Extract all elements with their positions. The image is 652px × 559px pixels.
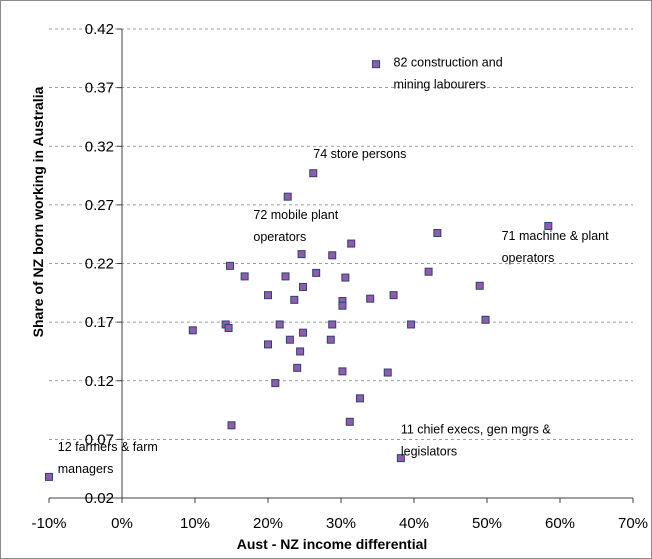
data-point	[347, 239, 356, 248]
data-point	[481, 315, 490, 324]
annotation-label: 11 chief execs, gen mgrs &	[401, 423, 552, 437]
data-point	[297, 250, 306, 259]
y-tick-label: 0.07	[85, 431, 114, 448]
annotation-label: operators	[502, 251, 555, 265]
data-point	[383, 368, 392, 377]
data-point	[309, 169, 318, 178]
x-axis-title: Aust - NZ income differential	[237, 536, 428, 552]
annotation-label: managers	[58, 462, 114, 476]
data-point	[285, 335, 294, 344]
annotation-label: 82 construction and	[394, 56, 503, 70]
data-point	[338, 301, 347, 310]
y-tick-label: 0.12	[85, 373, 114, 390]
data-point	[396, 454, 405, 463]
annotation-label: mining labourers	[394, 78, 486, 92]
x-tick-label: 30%	[326, 515, 356, 532]
data-point	[475, 281, 484, 290]
data-point	[264, 291, 272, 300]
y-tick-label: 0.02	[85, 490, 114, 507]
x-tick-label: 40%	[399, 515, 429, 532]
data-point	[326, 335, 335, 344]
y-tick-label: 0.37	[85, 80, 114, 97]
data-point	[224, 323, 233, 332]
axes	[48, 28, 634, 503]
data-point	[372, 60, 381, 69]
data-point	[366, 294, 375, 303]
data-point	[226, 261, 235, 270]
x-tick-labels: -10% 0% 10% 20% 30% 40% 50% 60% 70%	[31, 515, 648, 532]
data-point	[290, 295, 299, 304]
gridlines	[49, 28, 633, 440]
data-point	[188, 326, 197, 335]
annotation-label: legislators	[401, 445, 457, 459]
x-tick-label: -10%	[31, 515, 66, 532]
annotation-label: 12 farmers & farm	[58, 440, 158, 454]
data-point	[345, 417, 354, 426]
y-tick-label: 0.32	[85, 138, 114, 155]
annotation-label: 74 store persons	[313, 147, 406, 161]
data-point	[271, 379, 280, 388]
data-point	[389, 291, 398, 300]
x-tick-label: 70%	[618, 515, 648, 532]
data-point	[424, 267, 433, 276]
data-point	[264, 340, 272, 349]
data-point	[45, 472, 53, 481]
data-point	[299, 328, 308, 337]
data-point	[341, 273, 350, 282]
y-tick-label: 0.42	[85, 21, 114, 38]
y-tick-labels: 0.02 0.07 0.12 0.17 0.22 0.27 0.32 0.37 0.42	[85, 21, 114, 507]
annotation-label: operators	[253, 230, 306, 244]
x-tick-label: 10%	[180, 515, 210, 532]
y-tick-label: 0.17	[85, 314, 114, 331]
x-tick-label: 20%	[253, 515, 283, 532]
data-point	[355, 394, 364, 403]
data-point	[407, 320, 416, 329]
data-points	[45, 60, 553, 481]
data-point	[296, 347, 305, 356]
data-point	[328, 251, 337, 260]
x-tick-label: 50%	[472, 515, 502, 532]
data-point	[544, 221, 553, 230]
annotations: 82 construction and mining labourers 74 st…	[58, 56, 609, 477]
data-point	[227, 421, 236, 430]
data-point	[275, 320, 284, 329]
data-point	[338, 367, 347, 376]
data-point	[240, 272, 249, 281]
data-point	[433, 229, 442, 238]
data-point	[283, 192, 292, 201]
data-point	[299, 282, 308, 291]
y-tick-label: 0.22	[85, 256, 114, 273]
annotation-label: 72 mobile plant	[253, 208, 338, 222]
data-point	[312, 268, 321, 277]
y-tick-label: 0.27	[85, 197, 114, 214]
data-point	[328, 320, 337, 329]
y-axis-title: Share of NZ born working in Australia	[30, 86, 46, 337]
data-point	[281, 272, 290, 281]
annotation-label: 71 machine & plant	[502, 229, 610, 243]
x-tick-label: 60%	[545, 515, 575, 532]
data-point	[293, 363, 302, 372]
x-tick-label: 0%	[111, 515, 133, 532]
